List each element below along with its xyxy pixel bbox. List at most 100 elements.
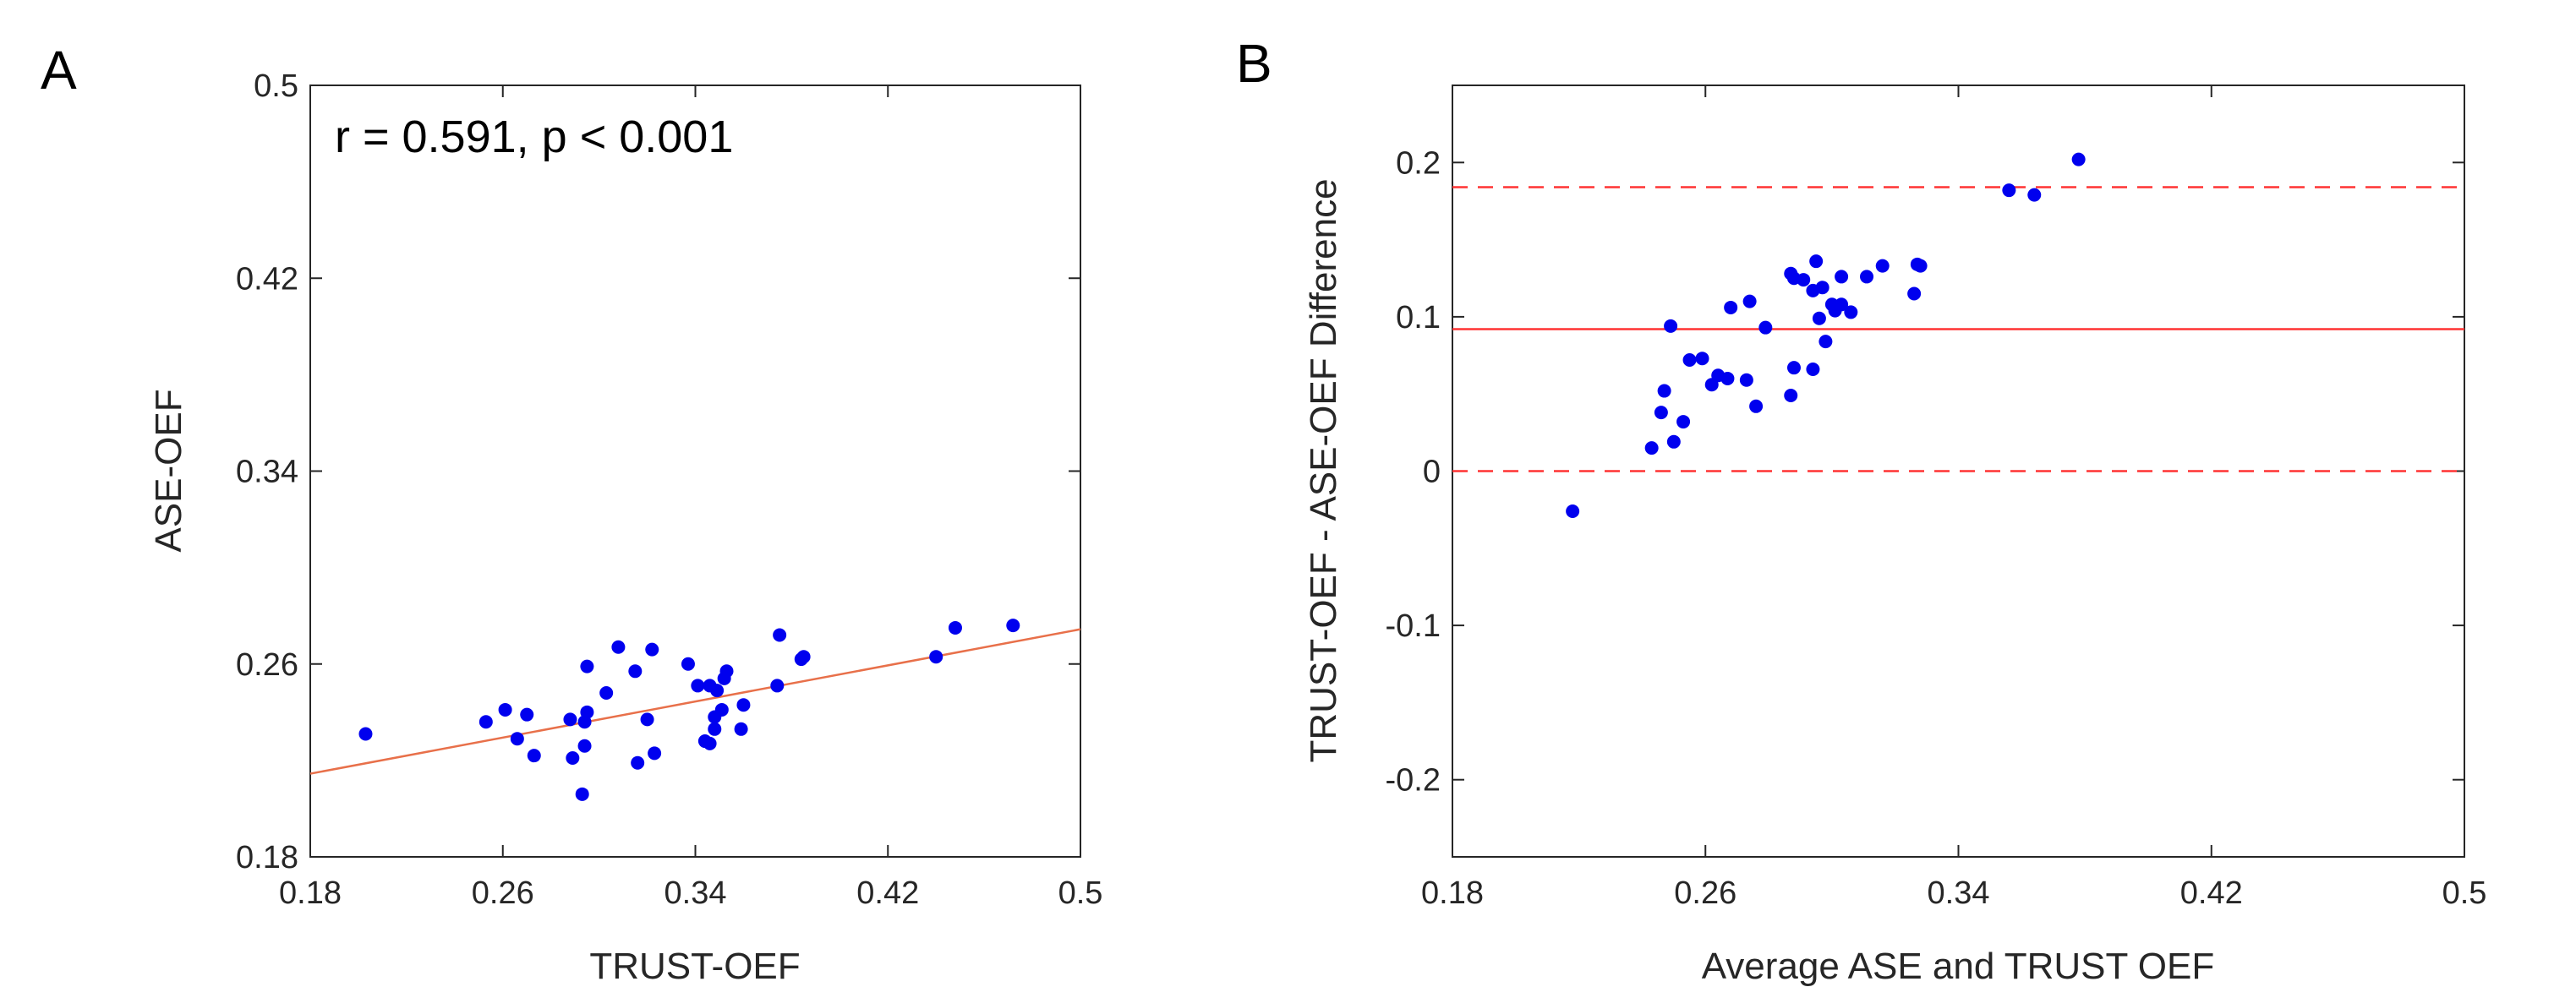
chart-a-fit-line xyxy=(309,628,1081,775)
chart-a-data-point xyxy=(691,679,705,693)
chart-b-ytick-label: -0.2 xyxy=(1386,763,1441,799)
chart-b-data-point xyxy=(1786,361,1801,375)
chart-b-xtick-label: 0.26 xyxy=(1674,875,1736,911)
chart-a-data-point xyxy=(527,749,541,763)
chart-a-xtick-label: 0.42 xyxy=(856,875,919,911)
chart-b-data-point xyxy=(2071,152,2086,166)
chart-a-data-point xyxy=(736,698,751,712)
chart-a-ytick-label: 0.18 xyxy=(236,840,298,875)
chart-b-data-point xyxy=(1819,335,1833,349)
chart-a-data-point xyxy=(703,736,717,750)
chart-b-data-point xyxy=(1875,259,1890,273)
chart-b-data-point xyxy=(1676,415,1691,429)
chart-a-xlabel: TRUST-OEF xyxy=(589,946,800,987)
chart-b-xtick-label: 0.18 xyxy=(1421,875,1484,911)
chart-b-data-point xyxy=(2027,188,2042,202)
chart-b-xtick-label: 0.34 xyxy=(1928,875,1990,911)
chart-b-data-point xyxy=(1654,406,1668,420)
chart-b-data-point xyxy=(1913,259,1928,273)
chart-a-ytick-label: 0.26 xyxy=(236,647,298,683)
chart-a-data-point xyxy=(710,684,725,698)
chart-b-data-point xyxy=(1784,389,1798,403)
chart-a: 0.18 0.26 0.34 0.42 0.5 0.18 0.26 0.34 0.42 0.5 r… xyxy=(148,68,1102,987)
chart-a-data-point xyxy=(708,722,722,736)
chart-a-data-point xyxy=(648,746,662,761)
chart-a-ylabel: ASE-OEF xyxy=(148,389,189,552)
chart-a-data-point xyxy=(770,679,785,693)
chart-b-data-point xyxy=(1657,384,1671,398)
chart-b: 0.18 0.26 0.34 0.42 0.5 -0.2 -0.1 0 0.1 0.2 Avera… xyxy=(1303,85,2486,987)
chart-a-data-point xyxy=(929,650,943,664)
chart-b-xtick-label: 0.5 xyxy=(2442,875,2487,911)
chart-a-data-point xyxy=(575,787,589,801)
chart-b-data-point xyxy=(1682,353,1697,368)
chart-b-data-point xyxy=(1749,399,1764,413)
chart-a-annotation: r = 0.591, p < 0.001 xyxy=(335,112,733,162)
chart-b-ytick-label: 0.1 xyxy=(1396,300,1441,335)
chart-b-data-point xyxy=(1644,441,1659,455)
chart-a-data-point xyxy=(681,657,695,671)
chart-a-data-point xyxy=(773,628,787,642)
chart-a-data-point xyxy=(631,755,645,770)
chart-a-xtick-label: 0.5 xyxy=(1058,875,1103,911)
chart-b-data-point xyxy=(1835,270,1849,284)
chart-a-data-point xyxy=(566,751,580,766)
chart-a-data-point xyxy=(563,712,577,727)
chart-b-data-point xyxy=(1664,319,1678,333)
chart-b-axes-box xyxy=(1452,85,2465,858)
chart-b-data-point xyxy=(1695,352,1709,366)
chart-a-data-point xyxy=(498,702,512,717)
chart-b-data-point xyxy=(1907,286,1922,301)
chart-b-data-point xyxy=(1844,305,1858,319)
chart-a-data-point xyxy=(796,650,811,664)
chart-b-data-point xyxy=(2002,183,2016,198)
chart-b-data-point xyxy=(1860,270,1874,284)
chart-a-points xyxy=(358,619,1020,801)
chart-b-data-point xyxy=(1797,273,1811,287)
chart-b-ticks: 0.18 0.26 0.34 0.42 0.5 -0.2 -0.1 0 0.1 0.2 xyxy=(1386,85,2487,911)
chart-b-ytick-label: -0.1 xyxy=(1386,608,1441,644)
chart-a-xtick-label: 0.34 xyxy=(665,875,727,911)
chart-a-ytick-label: 0.34 xyxy=(236,455,298,490)
chart-b-data-point xyxy=(1739,373,1753,387)
chart-b-data-point xyxy=(1815,281,1829,295)
chart-b-ytick-label: 0 xyxy=(1423,455,1441,490)
chart-b-xlabel: Average ASE and TRUST OEF xyxy=(1702,946,2215,987)
chart-b-data-point xyxy=(1809,254,1824,269)
chart-a-data-point xyxy=(580,659,594,673)
chart-a-data-point xyxy=(734,722,748,736)
chart-a-data-point xyxy=(580,705,594,719)
chart-a-data-point xyxy=(520,707,534,722)
chart-a-data-point xyxy=(479,715,493,729)
chart-a-data-point xyxy=(714,702,729,717)
chart-a-data-point xyxy=(948,620,962,635)
chart-a-data-point xyxy=(640,712,654,727)
chart-a-data-point xyxy=(628,664,643,679)
chart-b-xtick-label: 0.42 xyxy=(2180,875,2243,911)
chart-b-points xyxy=(1566,152,2086,518)
chart-b-data-point xyxy=(1666,434,1681,449)
chart-a-ticks: 0.18 0.26 0.34 0.42 0.5 0.18 0.26 0.34 0.42 0.5 xyxy=(236,68,1102,911)
chart-a-ytick-label: 0.5 xyxy=(254,68,298,104)
panel-letter-b: B xyxy=(1236,33,1272,94)
chart-b-ytick-label: 0.2 xyxy=(1396,145,1441,181)
chart-a-fit-group xyxy=(309,628,1081,775)
chart-a-data-point xyxy=(577,739,592,753)
chart-b-reference-lines xyxy=(1452,186,2464,472)
chart-b-ylabel: TRUST-OEF - ASE-OEF Difference xyxy=(1303,178,1344,762)
chart-a-data-point xyxy=(719,664,734,679)
chart-b-data-point xyxy=(1566,504,1580,518)
chart-a-xtick-label: 0.26 xyxy=(472,875,534,911)
chart-b-data-point xyxy=(1742,294,1757,308)
chart-a-ytick-label: 0.42 xyxy=(236,261,298,297)
chart-a-axes-box xyxy=(309,85,1081,858)
chart-a-data-point xyxy=(599,685,614,700)
chart-a-xtick-label: 0.18 xyxy=(279,875,342,911)
chart-b-data-point xyxy=(1806,362,1820,376)
chart-b-data-point xyxy=(1812,311,1826,325)
panel-letter-a: A xyxy=(41,40,77,101)
chart-a-data-point xyxy=(1006,619,1020,633)
chart-a-data-point xyxy=(645,642,659,657)
chart-b-data-point xyxy=(1724,300,1738,314)
